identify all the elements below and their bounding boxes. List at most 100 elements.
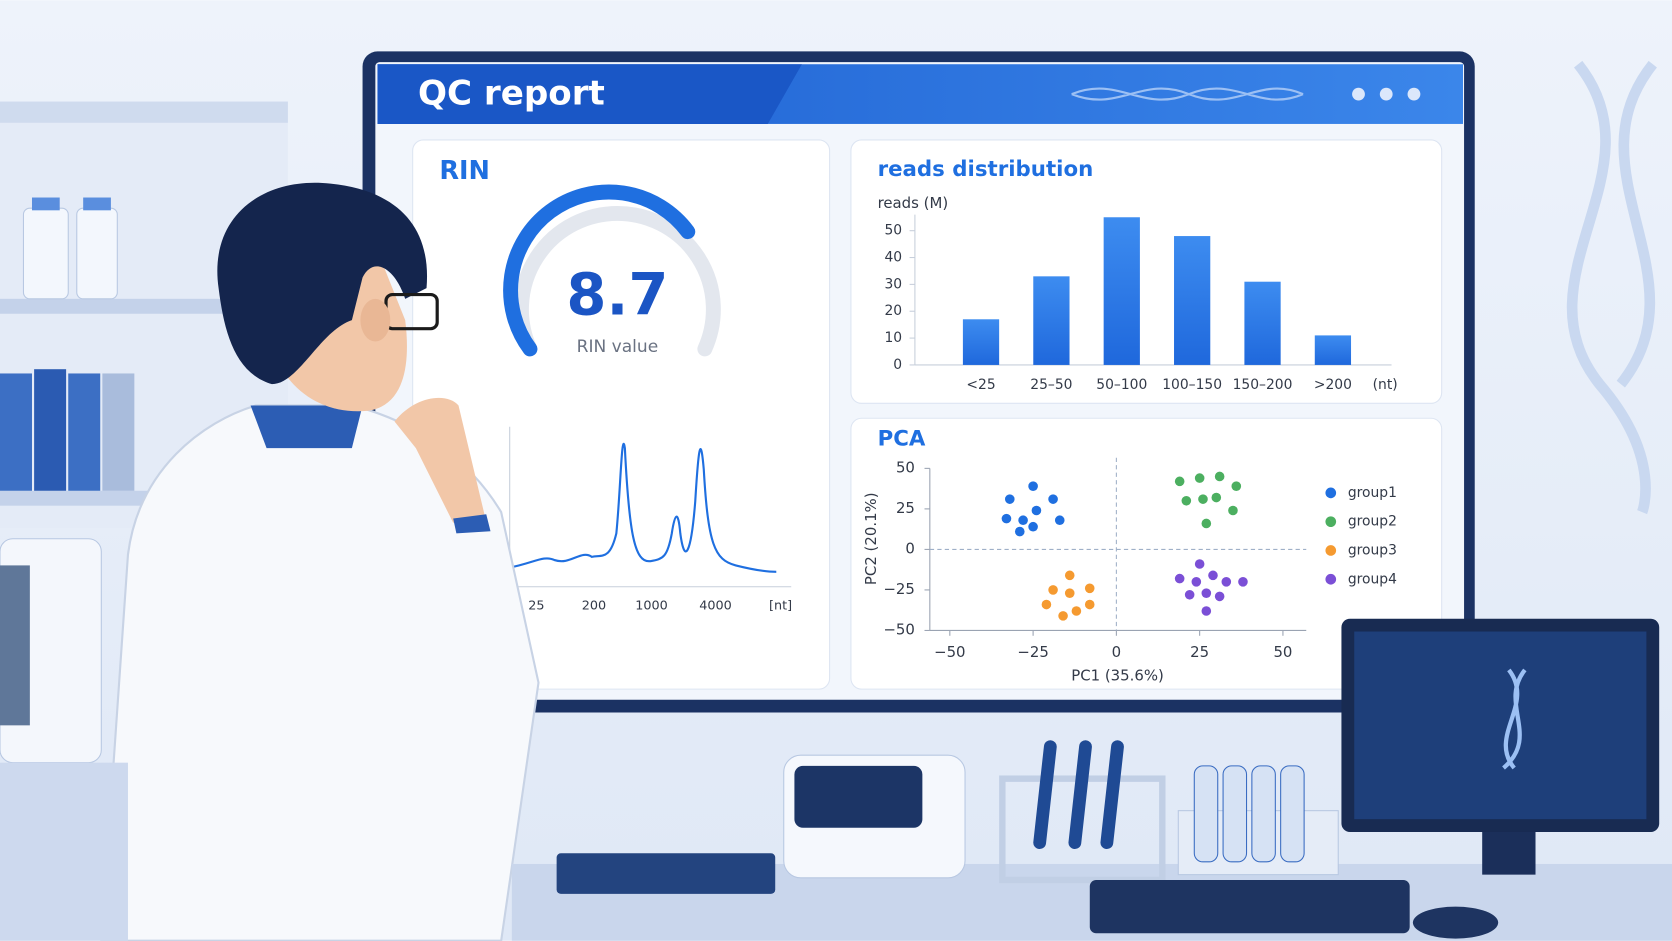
shelves	[83, 197, 111, 211]
legend-swatch	[1325, 487, 1337, 499]
shelves	[22, 207, 69, 300]
point	[1174, 573, 1185, 584]
screen	[850, 417, 1443, 690]
x-tick-label: 0	[1112, 643, 1121, 661]
shelves	[68, 373, 101, 491]
shelves	[0, 373, 32, 491]
x-tick-label: −25	[1017, 643, 1048, 661]
bar	[1314, 335, 1352, 365]
y-tick-label: 0	[905, 539, 914, 557]
x-tick-label: >200	[1314, 377, 1352, 393]
rin-title: RIN	[439, 156, 490, 186]
point	[1214, 591, 1225, 602]
desk	[1089, 879, 1410, 934]
x-tick-label: −50	[934, 643, 965, 661]
x-tick-label: 50–100	[1096, 377, 1147, 393]
dna-decoration	[1566, 60, 1651, 515]
y-tick-label: −50	[883, 620, 914, 638]
dna-decoration	[1616, 60, 1657, 388]
trace-unit: [nt]	[769, 598, 792, 613]
scientist	[360, 298, 391, 342]
bar	[1244, 281, 1281, 365]
y-tick-label: 10	[884, 330, 902, 346]
y-tick-label: 30	[884, 276, 902, 292]
shelves	[0, 298, 288, 314]
point	[1064, 588, 1075, 598]
point	[1084, 583, 1095, 594]
desk	[1251, 765, 1276, 863]
point	[1028, 481, 1038, 491]
x-tick-label: 25–50	[1030, 377, 1072, 393]
trace-tick-label: 1000	[635, 598, 668, 613]
bar	[1174, 236, 1211, 365]
point	[1238, 577, 1248, 587]
point	[1228, 505, 1238, 516]
rin-gauge	[513, 206, 721, 357]
shelves	[34, 369, 67, 491]
rin-gauge	[503, 184, 696, 357]
point	[1084, 599, 1095, 610]
point	[1211, 492, 1222, 503]
y-tick-label: 0	[893, 357, 902, 373]
legend-label: group2	[1348, 514, 1397, 530]
point	[1184, 589, 1195, 600]
scientist	[453, 514, 491, 534]
bar	[1033, 276, 1070, 365]
desk	[1482, 831, 1536, 875]
point	[1181, 495, 1192, 506]
bar	[1103, 217, 1140, 365]
legend-label: group3	[1348, 542, 1397, 558]
point	[1064, 570, 1075, 581]
shelves	[31, 197, 60, 211]
screen	[1379, 87, 1393, 101]
scientist	[250, 405, 363, 449]
point	[1041, 599, 1052, 610]
legend-label: group1	[1348, 485, 1397, 501]
rin-value-label: RIN value	[577, 337, 659, 357]
rin-value: 8.7	[566, 261, 668, 328]
point	[1201, 588, 1212, 598]
y-tick-label: 40	[884, 250, 902, 266]
chart-title: reads distribution	[878, 157, 1094, 182]
x-tick-label: 50	[1273, 643, 1292, 661]
point	[1194, 473, 1205, 483]
desk	[1222, 765, 1248, 863]
desk	[0, 618, 1672, 941]
y-tick-label: 20	[884, 303, 902, 319]
legend-swatch	[1325, 545, 1337, 556]
screen	[377, 64, 802, 124]
point	[1048, 494, 1058, 504]
point	[1001, 513, 1012, 524]
desk	[1193, 765, 1219, 863]
point	[1071, 606, 1082, 616]
point	[1018, 515, 1028, 526]
dna-decoration	[1566, 60, 1657, 515]
screen	[1071, 87, 1304, 101]
legend-swatch	[1325, 516, 1337, 528]
trace-tick-label: 25	[528, 598, 544, 613]
desk	[794, 765, 923, 828]
x-tick-label: <25	[966, 377, 995, 393]
scientist	[394, 397, 486, 523]
point	[1231, 481, 1242, 491]
point	[1031, 505, 1042, 516]
desk	[1354, 631, 1647, 820]
point	[1028, 521, 1038, 532]
y-tick-label: −25	[883, 580, 914, 598]
point	[1048, 585, 1058, 595]
y-tick-label: 50	[884, 223, 902, 239]
trace-tick-label: 4000	[699, 598, 732, 613]
point	[1194, 559, 1205, 569]
x-unit: (nt)	[1373, 377, 1398, 393]
legend-swatch	[1325, 573, 1337, 585]
desk	[1280, 765, 1305, 863]
point	[1174, 476, 1185, 487]
point	[1004, 494, 1015, 504]
desk	[1502, 668, 1527, 770]
point	[1058, 611, 1068, 621]
header-title: QC report	[418, 74, 605, 114]
chart-title: PCA	[878, 427, 926, 452]
desk	[556, 853, 776, 894]
